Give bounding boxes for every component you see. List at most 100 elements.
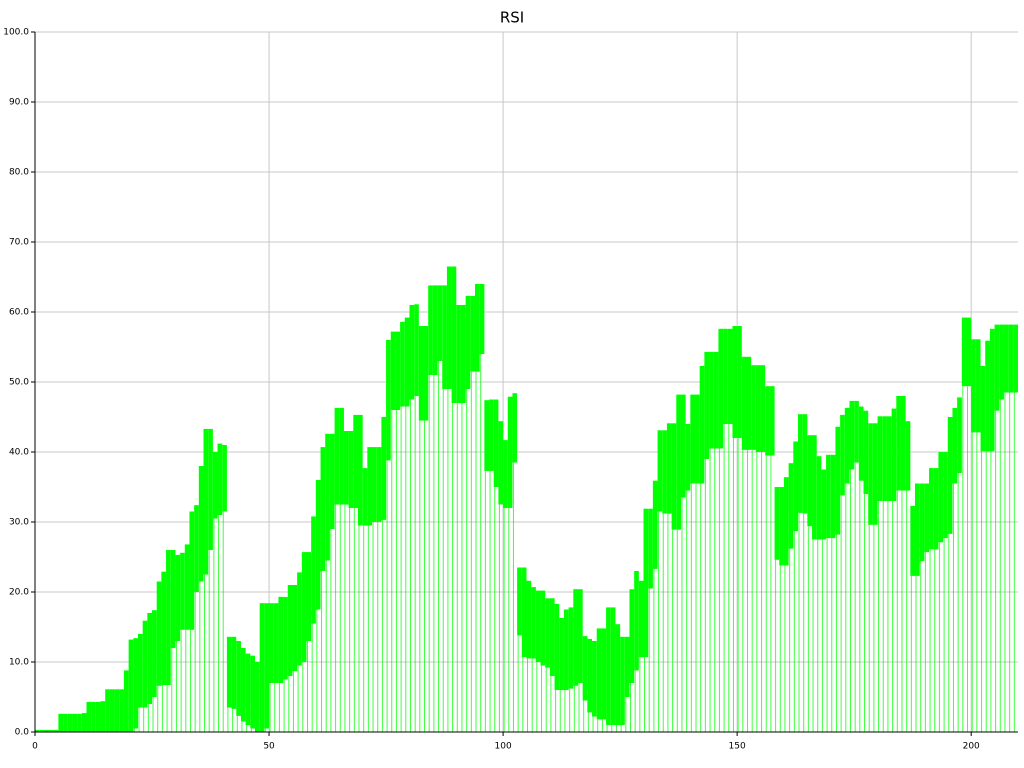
range-box — [985, 340, 990, 452]
range-box — [250, 655, 256, 729]
range-box — [269, 603, 274, 683]
x-tick-label: 0 — [32, 742, 38, 752]
range-box — [816, 456, 822, 540]
range-box — [180, 552, 185, 630]
range-box — [264, 603, 270, 729]
range-box — [779, 487, 784, 566]
y-tick-label: 60.0 — [9, 308, 29, 318]
range-box — [657, 430, 663, 512]
range-box — [671, 423, 677, 530]
range-box — [49, 729, 54, 732]
range-box — [620, 636, 625, 725]
range-box — [732, 326, 738, 438]
range-box — [198, 466, 204, 582]
range-box — [156, 581, 162, 686]
range-box — [947, 417, 953, 534]
range-box — [372, 447, 377, 522]
y-tick-label: 30.0 — [9, 518, 29, 528]
range-box — [152, 610, 157, 697]
range-box — [329, 433, 335, 529]
range-box — [980, 365, 986, 452]
range-box — [175, 554, 181, 641]
range-box — [746, 356, 752, 450]
range-box — [849, 400, 855, 470]
y-tick-label: 100.0 — [3, 28, 29, 38]
range-box — [854, 400, 859, 463]
range-box — [1013, 324, 1018, 393]
range-box — [718, 328, 724, 449]
range-box — [709, 351, 714, 449]
range-box — [1008, 324, 1014, 393]
chart-title: RSI — [500, 9, 524, 27]
range-box — [563, 609, 569, 690]
range-box — [339, 407, 344, 505]
range-box — [114, 689, 120, 732]
range-box — [975, 339, 981, 433]
range-box — [390, 331, 396, 410]
range-box — [643, 508, 649, 658]
range-box — [418, 326, 424, 421]
range-box — [592, 641, 597, 717]
range-box — [610, 607, 616, 725]
range-box — [95, 701, 101, 732]
range-box — [386, 340, 391, 461]
range-box — [554, 603, 560, 690]
range-box — [456, 305, 461, 403]
range-box — [311, 516, 316, 624]
range-box — [1003, 324, 1009, 393]
range-box — [994, 324, 1000, 411]
range-box — [802, 414, 808, 514]
range-box — [713, 351, 719, 449]
x-tick-label: 200 — [963, 742, 980, 752]
range-box — [451, 266, 457, 403]
range-box — [793, 441, 798, 532]
range-box — [376, 447, 382, 522]
range-box — [989, 328, 995, 452]
range-box — [760, 365, 766, 452]
range-box — [137, 634, 143, 708]
range-box — [315, 480, 321, 610]
range-box — [91, 701, 96, 732]
range-box — [535, 590, 541, 662]
range-box — [872, 423, 878, 525]
range-box — [226, 636, 232, 708]
range-box — [231, 636, 237, 709]
range-box — [905, 421, 911, 491]
range-box — [577, 589, 583, 683]
range-box — [255, 662, 260, 732]
range-box — [587, 638, 593, 713]
y-tick-label: 10.0 — [9, 658, 29, 668]
range-box — [484, 400, 490, 471]
range-box — [886, 416, 892, 501]
y-tick-label: 70.0 — [9, 238, 29, 248]
y-tick-label: 40.0 — [9, 448, 29, 458]
y-tick-label: 0.0 — [15, 728, 30, 738]
range-box — [208, 428, 213, 550]
range-box — [807, 435, 813, 527]
range-box — [723, 328, 728, 424]
range-box — [105, 689, 110, 732]
range-box — [72, 713, 78, 732]
range-box — [212, 452, 218, 519]
range-box — [442, 285, 447, 389]
range-box — [292, 585, 298, 672]
range-box — [826, 454, 831, 539]
range-box — [53, 729, 59, 732]
range-box — [844, 407, 850, 484]
range-box — [891, 408, 897, 501]
range-box — [404, 317, 410, 407]
range-box — [559, 617, 564, 690]
range-box — [938, 452, 944, 543]
range-box — [699, 365, 705, 484]
range-box — [957, 397, 962, 473]
range-box — [774, 487, 780, 560]
x-tick-label: 150 — [729, 742, 746, 752]
range-box — [334, 407, 340, 505]
range-box — [877, 416, 883, 501]
range-box — [147, 613, 153, 704]
range-box — [128, 639, 134, 732]
range-box — [470, 295, 476, 372]
range-box — [741, 356, 747, 450]
range-box — [727, 328, 733, 424]
range-box — [507, 396, 513, 508]
